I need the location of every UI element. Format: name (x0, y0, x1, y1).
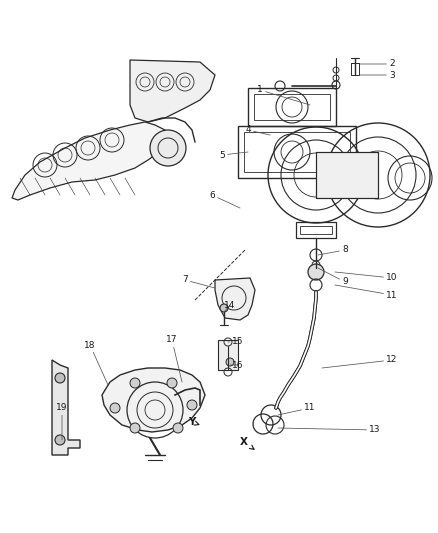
Bar (238, 126, 356, 178)
Bar (296, 222, 336, 238)
Text: 15: 15 (228, 337, 244, 346)
Polygon shape (130, 60, 215, 122)
Bar (351, 63, 359, 75)
Text: Y: Y (188, 417, 199, 427)
Text: 4: 4 (245, 125, 270, 135)
Polygon shape (215, 278, 255, 320)
Text: 3: 3 (360, 70, 395, 79)
Bar (300, 226, 332, 234)
Text: 14: 14 (224, 301, 236, 312)
Text: 11: 11 (335, 285, 398, 300)
Circle shape (150, 130, 186, 166)
Text: 7: 7 (182, 276, 215, 288)
Bar (316, 152, 378, 198)
Circle shape (55, 373, 65, 383)
Text: 12: 12 (322, 356, 398, 368)
Bar (316, 152, 378, 198)
Polygon shape (12, 122, 165, 200)
Polygon shape (52, 360, 80, 455)
Text: 9: 9 (318, 268, 348, 287)
Polygon shape (102, 368, 205, 432)
Text: 8: 8 (318, 246, 348, 255)
Text: 17: 17 (166, 335, 182, 382)
Text: 11: 11 (278, 403, 316, 415)
Circle shape (220, 304, 228, 312)
Text: 1: 1 (257, 85, 310, 105)
Text: 19: 19 (56, 403, 68, 440)
Circle shape (187, 400, 197, 410)
Circle shape (110, 403, 120, 413)
Circle shape (167, 378, 177, 388)
Circle shape (130, 378, 140, 388)
Bar (244, 132, 350, 172)
Circle shape (226, 358, 234, 366)
Circle shape (173, 423, 183, 433)
Circle shape (130, 423, 140, 433)
Text: 2: 2 (360, 60, 395, 69)
Text: X: X (240, 437, 254, 449)
Bar (254, 94, 330, 120)
Bar (248, 88, 336, 126)
Text: 6: 6 (209, 190, 240, 208)
Text: 13: 13 (278, 425, 381, 434)
Circle shape (308, 264, 324, 280)
Circle shape (55, 435, 65, 445)
Text: 18: 18 (84, 341, 108, 385)
Text: 10: 10 (335, 272, 398, 282)
Bar (218, 340, 238, 370)
Text: 5: 5 (219, 150, 248, 159)
Text: 16: 16 (230, 360, 244, 369)
